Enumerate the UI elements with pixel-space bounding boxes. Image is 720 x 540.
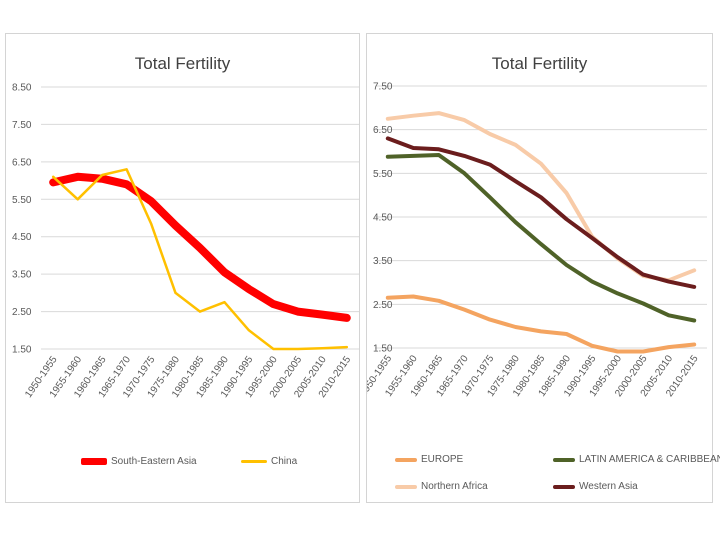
y-tick-label: 2.50 [373, 300, 393, 311]
legend-swatch [395, 484, 417, 489]
y-tick-label: 3.50 [12, 270, 32, 281]
y-tick-label: 5.50 [12, 195, 32, 206]
chart-title-left: Total Fertility [134, 54, 231, 73]
y-tick-label: 7.50 [12, 120, 32, 131]
y-tick-label: 6.50 [373, 125, 393, 136]
legend-label: China [271, 456, 298, 467]
series-line-western-asia [385, 136, 697, 289]
series-line-latin-america-caribbean [385, 153, 697, 323]
legend-label: LATIN AMERICA & CARIBBEAN [579, 454, 720, 465]
series-line-south-eastern-asia [49, 172, 351, 322]
y-tick-label: 1.50 [12, 345, 32, 356]
legend-swatch [395, 457, 417, 462]
legend-item-latin-america: LATIN AMERICA & CARIBBEAN [553, 454, 720, 465]
legend-label: Western Asia [579, 481, 638, 492]
y-tick-label: 4.50 [373, 213, 393, 224]
legend-swatch [241, 460, 267, 463]
series-line-europe [385, 294, 697, 354]
y-tick-label: 4.50 [12, 232, 32, 243]
legend-item-western-asia: Western Asia [553, 481, 638, 492]
series-line-china [51, 168, 349, 351]
y-tick-label: 1.50 [373, 344, 393, 355]
y-tick-label: 3.50 [373, 256, 393, 267]
legend-label: South-Eastern Asia [111, 456, 197, 467]
left-chart-plot: 8.507.506.505.504.503.502.501.501950-195… [12, 83, 359, 400]
legend-item-northern-africa: Northern Africa [395, 481, 488, 492]
legend-label: EUROPE [421, 454, 464, 465]
legend-item-china: China [241, 456, 297, 467]
legend-item-europe: EUROPE [395, 454, 463, 465]
y-tick-label: 6.50 [12, 157, 32, 168]
y-tick-label: 5.50 [373, 169, 393, 180]
chart-title-right: Total Fertility [491, 54, 588, 73]
legend-item-south-eastern-asia: South-Eastern Asia [81, 456, 197, 467]
legend-swatch [553, 457, 575, 462]
legend-swatch [553, 484, 575, 489]
right-chart-panel: Total Fertility 7.50 6.50 5.50 4.50 3.50 2.50… [366, 33, 720, 503]
y-tick-label: 7.50 [373, 82, 393, 93]
legend-swatch [81, 458, 107, 465]
right-chart-plot: 7.506.505.504.503.502.501.501950-1955195… [367, 82, 707, 399]
left-chart-panel: Total Fertility 8.50 7.50 6.50 5.50 4.50 3.50… [5, 33, 360, 503]
legend-label: Northern Africa [421, 481, 488, 492]
y-tick-label: 8.50 [12, 83, 32, 94]
y-tick-label: 2.50 [12, 307, 32, 318]
